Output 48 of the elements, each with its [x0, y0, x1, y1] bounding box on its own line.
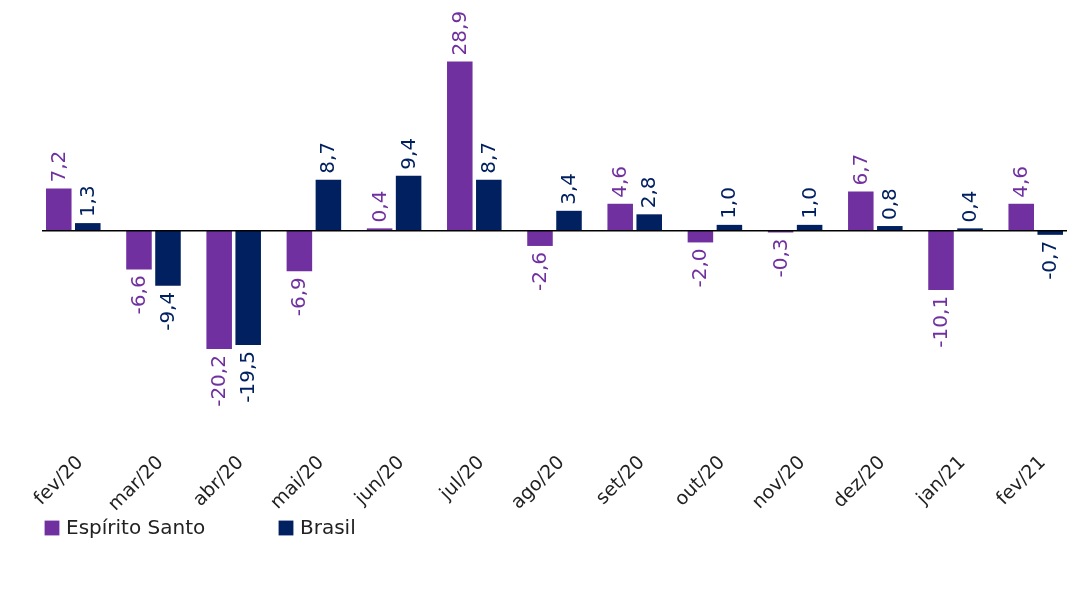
- data-label: 1,3: [74, 185, 99, 218]
- data-label: 6,7: [847, 153, 872, 186]
- bar: [607, 203, 633, 231]
- data-label: -20,2: [206, 355, 231, 407]
- bar: [636, 214, 662, 231]
- bar: [1037, 230, 1063, 235]
- data-label: 9,4: [395, 137, 420, 170]
- bar: [126, 230, 152, 270]
- bar: [476, 179, 502, 231]
- bar: [395, 175, 422, 231]
- data-label: -6,6: [125, 275, 150, 315]
- data-label: -2,0: [687, 248, 712, 288]
- data-label: 8,7: [475, 141, 500, 174]
- data-label: 1,0: [716, 187, 741, 219]
- data-label: -19,5: [235, 350, 260, 403]
- data-label: 4,6: [1008, 165, 1033, 198]
- data-label: 0,8: [876, 188, 901, 221]
- data-label: -0,3: [767, 238, 792, 278]
- data-label: 0,4: [366, 190, 391, 223]
- bar: [687, 230, 714, 243]
- data-label: 4,6: [607, 165, 632, 198]
- bar: [556, 210, 582, 231]
- bar: [1008, 203, 1034, 231]
- data-label: -10,1: [928, 295, 953, 348]
- data-label: 0,4: [957, 190, 982, 223]
- bar: [928, 230, 954, 290]
- bar: [235, 230, 261, 345]
- bar: [286, 230, 313, 272]
- bar: [527, 230, 553, 246]
- legend-label: Brasil: [300, 515, 356, 539]
- bar: [206, 230, 232, 350]
- data-label: 2,8: [636, 176, 661, 209]
- bar: [848, 191, 874, 231]
- data-label: 7,2: [45, 150, 70, 183]
- bar: [46, 188, 72, 231]
- bar: [447, 61, 473, 231]
- data-label: -0,7: [1037, 240, 1062, 280]
- bar: [155, 230, 181, 286]
- legend-label: Espírito Santo: [66, 515, 206, 539]
- data-label: 28,9: [446, 10, 471, 56]
- data-label: 8,7: [315, 141, 340, 174]
- bar: [75, 223, 101, 231]
- data-label: -2,6: [527, 251, 551, 291]
- data-label: -9,4: [154, 291, 179, 331]
- data-label: 3,4: [556, 172, 580, 205]
- data-label: 1,0: [796, 187, 821, 219]
- data-label: -6,9: [286, 277, 311, 317]
- bar: [315, 179, 342, 231]
